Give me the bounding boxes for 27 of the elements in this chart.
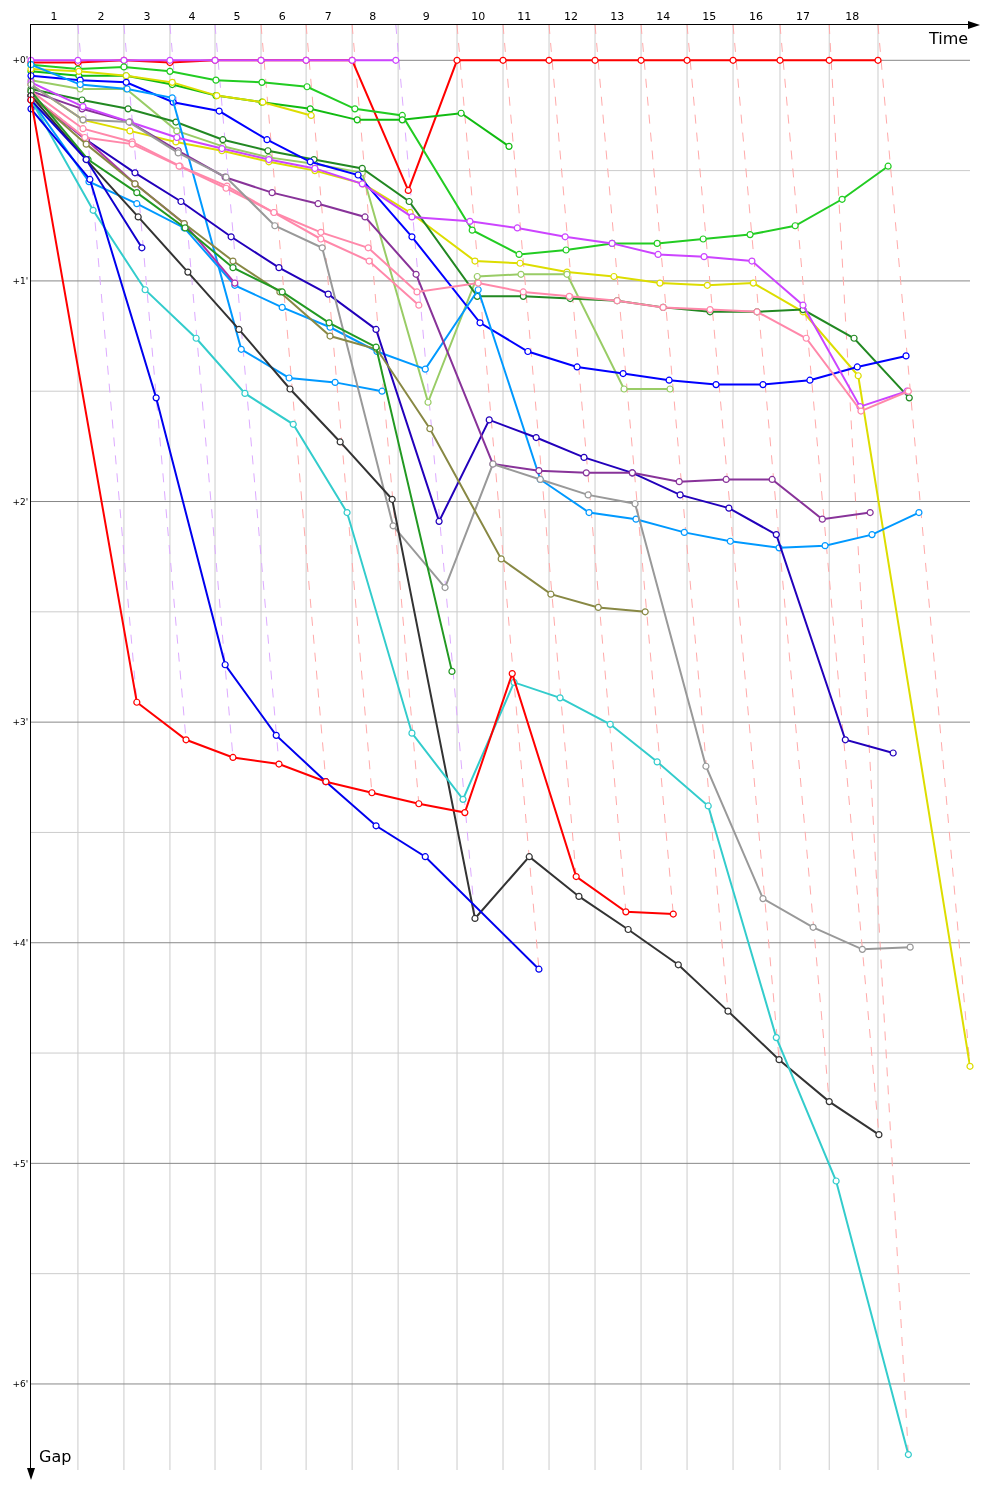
x-tick-label: 17: [796, 9, 810, 23]
x-tick-label: 4: [188, 9, 196, 23]
x-tick-label: 15: [702, 9, 717, 23]
y-axis-title: Gap: [39, 1447, 72, 1466]
x-tick-label: 14: [656, 9, 671, 23]
x-tick-label: 10: [471, 9, 486, 23]
x-tick-label: 11: [517, 9, 532, 23]
x-tick-label: 12: [564, 9, 579, 23]
x-tick-label: 16: [749, 9, 764, 23]
x-tick-label: 2: [97, 9, 105, 23]
x-tick-label: 7: [324, 9, 332, 23]
x-axis-title: Time: [928, 29, 969, 48]
y-tick-label: +2': [12, 496, 29, 507]
x-tick-label: 3: [143, 9, 151, 23]
y-tick-label: +1': [12, 276, 29, 287]
y-tick-label: +5': [12, 1158, 29, 1169]
x-tick-label: 1: [50, 9, 58, 23]
y-tick-label: +4': [12, 937, 29, 948]
y-tick-label: +6': [12, 1379, 29, 1390]
x-tick-label: 18: [845, 9, 860, 23]
y-tick-label: +0': [12, 55, 29, 66]
x-tick-label: 8: [369, 9, 377, 23]
x-tick-label: 9: [422, 9, 430, 23]
y-tick-label: +3': [12, 717, 29, 728]
x-tick-label: 13: [610, 9, 625, 23]
x-tick-label: 5: [233, 9, 241, 23]
x-tick-label: 6: [278, 9, 286, 23]
